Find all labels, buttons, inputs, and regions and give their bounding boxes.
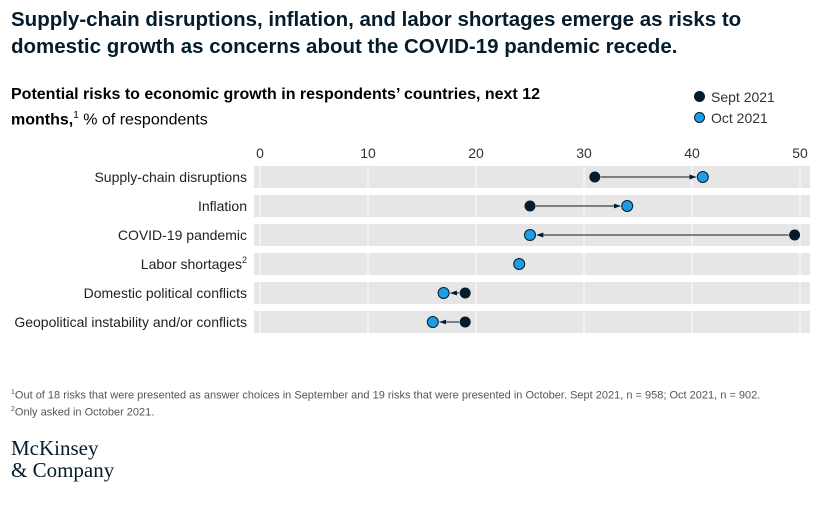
- legend-item-oct: Oct 2021: [694, 107, 775, 128]
- dot-sept-2021: [589, 171, 601, 183]
- x-tick-label: 50: [792, 145, 808, 161]
- x-tick-label: 10: [360, 145, 376, 161]
- dot-oct-2021: [437, 287, 450, 299]
- category-label: Domestic political conflicts: [84, 285, 247, 301]
- chart-headline: Supply-chain disruptions, inflation, and…: [11, 8, 742, 58]
- legend-label-oct: Oct 2021: [711, 109, 768, 126]
- footnote-2-text: Only asked in October 2021.: [14, 406, 155, 419]
- footnotes: 1Out of 18 risks that were presented as …: [11, 386, 811, 419]
- dot-sept-2021: [524, 200, 536, 212]
- legend-swatch-oct: [694, 112, 705, 123]
- dot-sept-2021: [459, 316, 471, 328]
- footnote-1-text: Out of 18 risks that were presented as a…: [14, 389, 761, 402]
- category-label: Supply-chain disruptions: [94, 169, 247, 185]
- x-tick-label: 30: [576, 145, 592, 161]
- dot-oct-2021: [621, 200, 634, 212]
- row-band: [254, 311, 810, 333]
- category-label: Labor shortages2: [141, 255, 247, 272]
- logo-line-2: & Company: [11, 458, 115, 482]
- subtitle-bold-text: Potential risks to economic growth in re…: [11, 86, 540, 129]
- row-band: [254, 282, 810, 304]
- x-tick-label: 0: [256, 145, 264, 161]
- category-label: Geopolitical instability and/or conflict…: [14, 314, 247, 330]
- dot-oct-2021: [426, 316, 439, 328]
- legend-item-sept: Sept 2021: [694, 86, 775, 107]
- mckinsey-logo: McKinsey & Company: [11, 437, 114, 481]
- dot-oct-2021: [513, 258, 526, 270]
- logo-line-1: McKinsey: [11, 436, 99, 460]
- footnote-2-mark: 2: [11, 405, 15, 413]
- dot-sept-2021: [789, 229, 801, 241]
- x-tick-label: 20: [468, 145, 484, 161]
- dot-plot: 0 10 20 30 40 50 Supply-chain disruptions Infla…: [14, 145, 810, 333]
- footnote-1-mark: 1: [11, 389, 15, 396]
- chart-legend: Sept 2021 Oct 2021: [694, 86, 775, 128]
- footnote-1: 1Out of 18 risks that were presented as …: [11, 386, 811, 403]
- legend-label-sept: Sept 2021: [711, 88, 775, 105]
- row-band: [254, 166, 810, 188]
- dot-oct-2021: [524, 229, 536, 241]
- chart-subtitle: Potential risks to economic growth in re…: [11, 84, 571, 130]
- x-tick-label: 40: [684, 145, 700, 161]
- legend-swatch-sept: [694, 91, 705, 102]
- category-label: COVID-19 pandemic: [118, 227, 247, 243]
- subtitle-footnote-mark: 1: [73, 110, 79, 121]
- row-band: [254, 253, 810, 275]
- subtitle-unit-text: % of respondents: [78, 111, 208, 129]
- dot-oct-2021: [696, 171, 709, 183]
- footnote-2: 2Only asked in October 2021.: [11, 403, 811, 420]
- category-label: Inflation: [198, 198, 247, 214]
- dot-sept-2021: [459, 287, 471, 299]
